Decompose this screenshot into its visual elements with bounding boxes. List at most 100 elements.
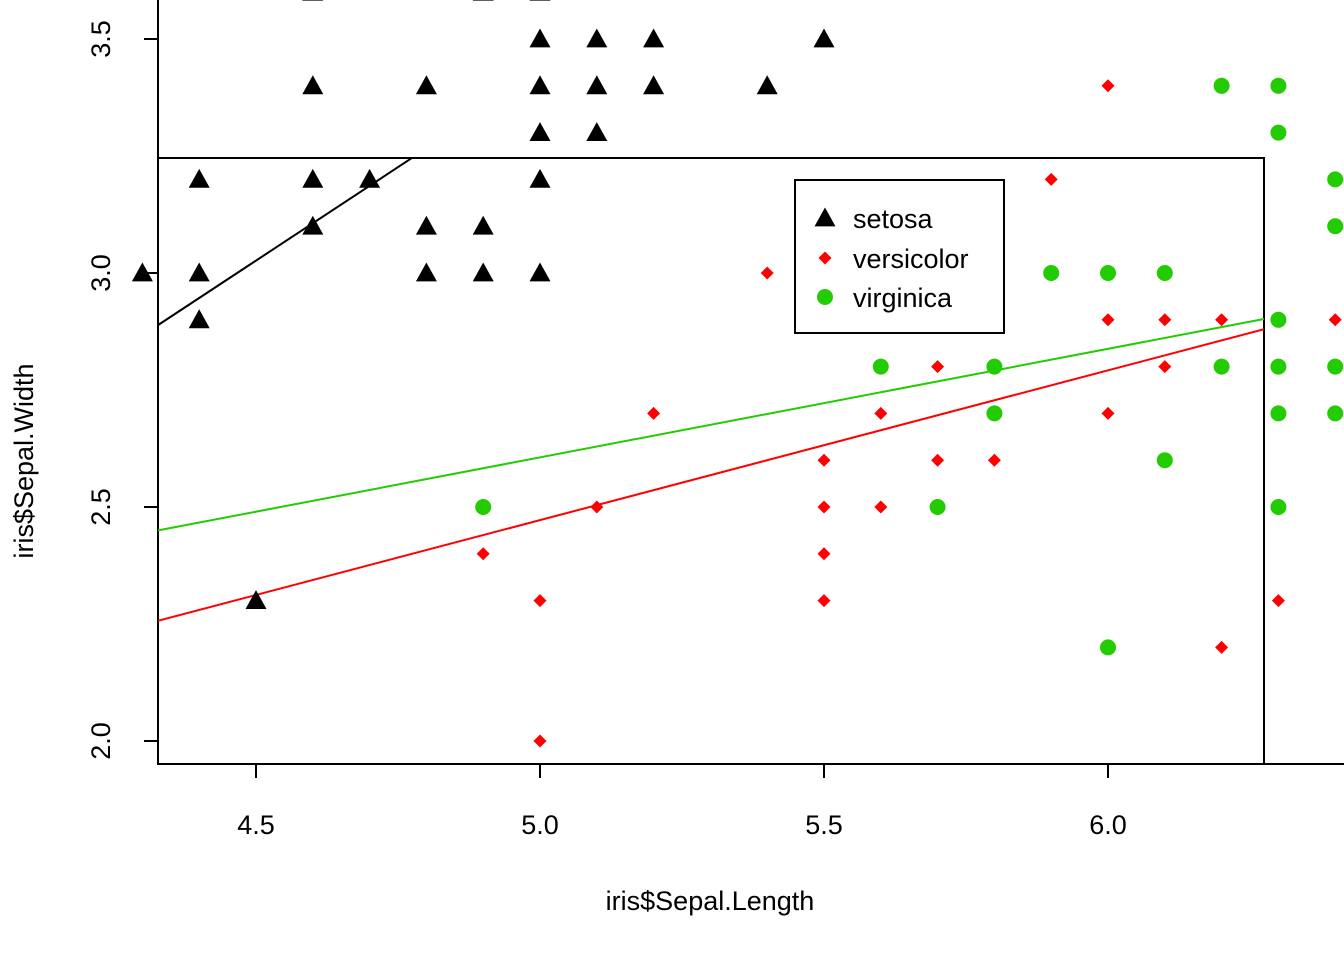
- point-virginica: [1270, 358, 1287, 375]
- point-setosa: [472, 215, 494, 235]
- point-versicolor: [987, 453, 1001, 467]
- point-versicolor: [817, 594, 831, 608]
- point-versicolor: [931, 453, 945, 467]
- point-setosa: [302, 0, 324, 1]
- point-virginica: [986, 405, 1003, 422]
- legend-label-virginica: virginica: [853, 283, 953, 313]
- point-virginica: [1100, 265, 1116, 281]
- point-setosa: [188, 262, 210, 282]
- point-setosa: [529, 28, 551, 48]
- point-setosa: [529, 122, 551, 141]
- point-virginica: [1156, 265, 1173, 281]
- legend: setosa versicolor virginica: [794, 179, 1005, 334]
- legend-label-versicolor: versicolor: [853, 244, 969, 274]
- series-virginica: [475, 77, 1344, 656]
- point-virginica: [1327, 405, 1344, 422]
- point-setosa: [529, 262, 551, 282]
- point-setosa: [415, 75, 437, 95]
- point-setosa: [188, 309, 210, 329]
- point-versicolor: [817, 547, 831, 561]
- x-tick-label: 6.0: [1089, 810, 1127, 840]
- point-virginica: [1100, 639, 1116, 656]
- point-virginica: [1270, 311, 1287, 328]
- point-versicolor: [817, 453, 831, 467]
- y-tick-label: 2.5: [86, 488, 116, 526]
- point-versicolor: [533, 594, 547, 608]
- point-virginica: [1327, 218, 1344, 235]
- point-virginica: [1327, 358, 1344, 375]
- point-virginica: [1327, 171, 1344, 188]
- point-versicolor: [817, 500, 831, 514]
- point-setosa: [529, 75, 551, 95]
- point-virginica: [475, 499, 492, 515]
- legend-marker-setosa: [814, 207, 836, 227]
- x-axis-label: iris$Sepal.Length: [606, 886, 815, 916]
- point-versicolor: [760, 266, 774, 280]
- point-setosa: [359, 168, 381, 188]
- point-versicolor: [533, 734, 547, 748]
- regression-line-virginica: [158, 318, 1264, 532]
- point-virginica: [1270, 77, 1287, 94]
- point-setosa: [643, 28, 665, 48]
- point-virginica: [986, 358, 1003, 375]
- point-virginica: [1270, 499, 1287, 515]
- point-virginica: [1270, 405, 1287, 422]
- point-virginica: [872, 358, 889, 375]
- point-virginica: [1213, 77, 1230, 94]
- point-versicolor: [1215, 640, 1229, 654]
- point-setosa: [586, 28, 608, 48]
- point-setosa: [188, 168, 210, 188]
- x-tick-label: 4.5: [237, 810, 275, 840]
- point-setosa: [529, 0, 551, 1]
- point-virginica: [1213, 358, 1230, 375]
- point-versicolor: [476, 547, 490, 561]
- point-setosa: [529, 168, 551, 188]
- point-versicolor: [1044, 172, 1058, 186]
- point-versicolor: [1101, 313, 1115, 327]
- legend-markers: [814, 207, 836, 305]
- legend-label-setosa: setosa: [853, 204, 934, 234]
- point-setosa: [586, 75, 608, 95]
- point-setosa: [586, 122, 608, 141]
- point-setosa: [415, 215, 437, 235]
- legend-marker-virginica: [817, 289, 833, 305]
- regression-lines: [158, 158, 1264, 622]
- point-setosa: [472, 0, 494, 1]
- y-tick-label: 2.0: [86, 722, 116, 760]
- point-virginica: [1043, 265, 1060, 281]
- x-tick-label: 5.0: [521, 810, 559, 840]
- point-versicolor: [1101, 406, 1115, 420]
- point-versicolor: [1101, 79, 1115, 93]
- y-tick-label: 3.5: [86, 20, 116, 58]
- point-versicolor: [931, 360, 945, 374]
- point-versicolor: [1328, 313, 1342, 327]
- point-setosa: [472, 262, 494, 282]
- point-setosa: [131, 262, 153, 282]
- y-tick-label: 3.0: [86, 254, 116, 292]
- y-axis-label: iris$Sepal.Width: [9, 363, 39, 558]
- point-setosa: [245, 590, 267, 609]
- x-tick-label: 5.5: [805, 810, 843, 840]
- point-setosa: [813, 28, 835, 48]
- point-setosa: [302, 215, 324, 235]
- point-versicolor: [590, 500, 604, 514]
- point-virginica: [929, 499, 946, 515]
- series-setosa: [131, 0, 835, 609]
- point-versicolor: [1158, 313, 1172, 327]
- point-setosa: [302, 168, 324, 188]
- point-versicolor: [1158, 360, 1172, 374]
- x-axis: 4.55.05.56.06.57.07.58.0: [237, 763, 1344, 840]
- point-virginica: [1270, 124, 1287, 141]
- point-versicolor: [647, 406, 661, 420]
- data-points: [131, 0, 1344, 748]
- legend-marker-versicolor: [818, 251, 832, 265]
- regression-line-versicolor: [158, 328, 1264, 622]
- plot-frame: [157, 157, 1265, 765]
- regression-line-setosa: [158, 158, 414, 326]
- point-versicolor: [1215, 313, 1229, 327]
- point-versicolor: [874, 500, 888, 514]
- point-virginica: [1156, 452, 1173, 469]
- point-setosa: [643, 75, 665, 95]
- y-axis: 2.02.53.03.54.0: [86, 0, 159, 760]
